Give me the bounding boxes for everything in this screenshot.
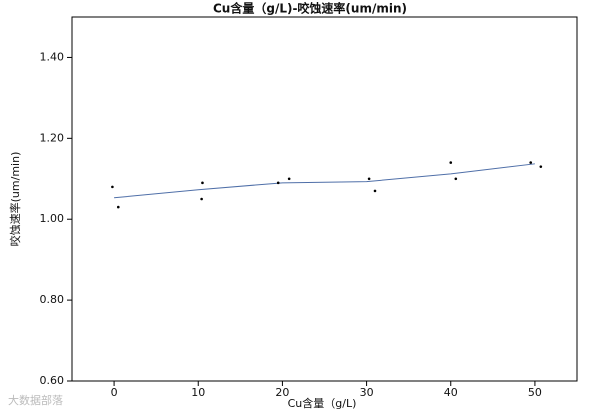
y-tick-label: 0.80 (40, 293, 65, 306)
x-axis-label: Cu含量（g/L) (288, 396, 357, 410)
y-axis-label: 咬蚀速率(um/min) (8, 152, 22, 247)
point (373, 189, 377, 193)
fit-line (114, 163, 535, 199)
x-tick-label: 10 (191, 386, 205, 399)
point (111, 185, 114, 189)
watermark: 大数据部落 (8, 393, 63, 407)
point (200, 197, 203, 201)
y-tick-label: 1.40 (40, 50, 65, 63)
point (116, 205, 120, 209)
x-tick-label: 30 (360, 386, 374, 399)
y-tick-label: 0.60 (40, 374, 65, 387)
x-tick-label: 40 (444, 386, 458, 399)
y-tick-label: 1.20 (40, 131, 65, 144)
point (539, 165, 543, 168)
point (276, 181, 280, 185)
x-tick-label: 20 (275, 386, 289, 399)
y-tick-label: 1.00 (40, 212, 65, 225)
x-tick-label: 0 (111, 386, 118, 399)
point (449, 161, 453, 164)
plot-frame (71, 16, 578, 382)
chart-title: Cu含量（g/L)-咬蚀速率(um/min) (213, 1, 407, 16)
point (454, 177, 458, 181)
point (287, 177, 291, 181)
point (529, 161, 533, 164)
x-tick-label: 50 (528, 386, 542, 399)
point (201, 181, 204, 185)
point (367, 177, 371, 181)
